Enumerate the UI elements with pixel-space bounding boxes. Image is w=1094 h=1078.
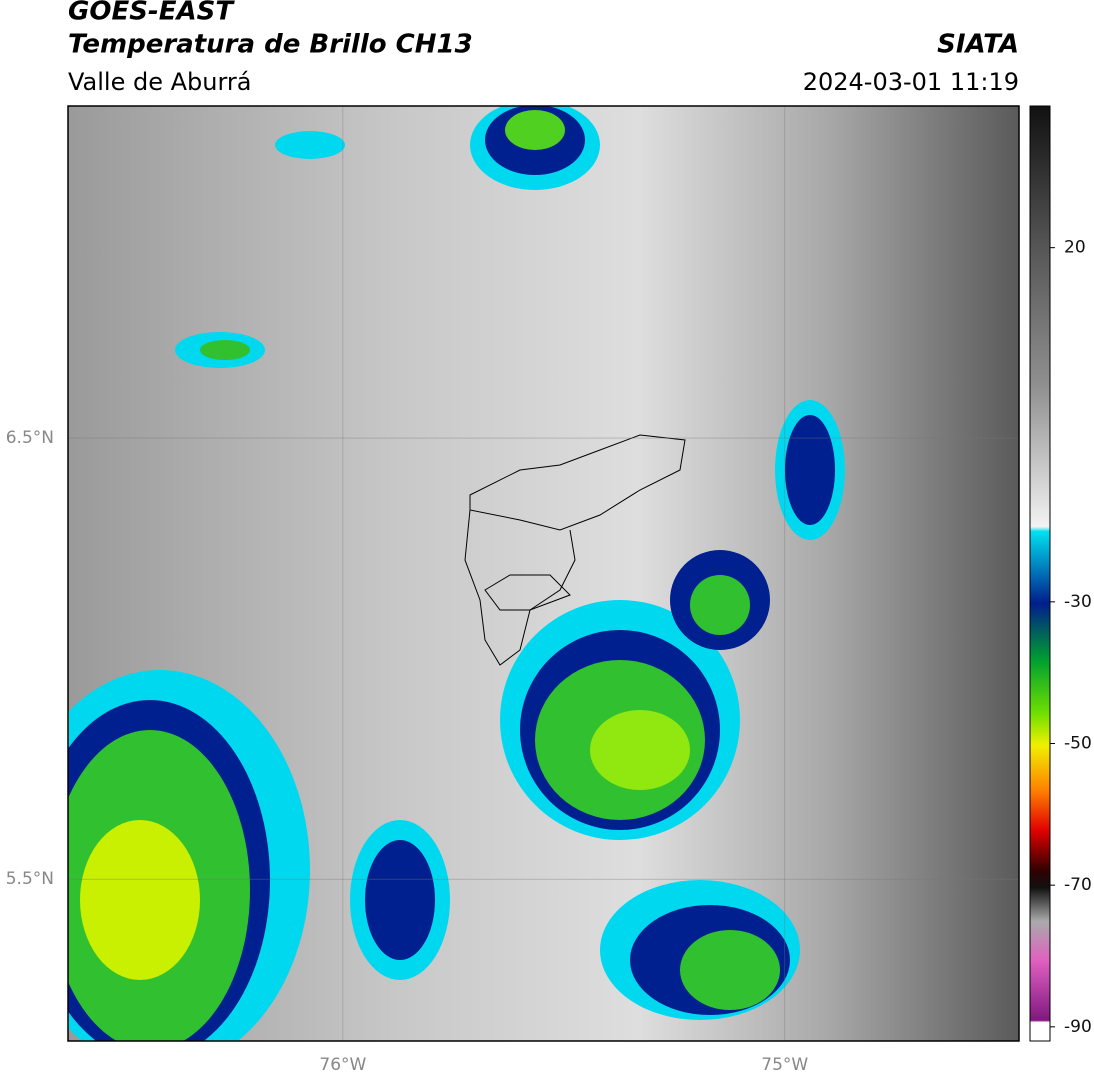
colorbar-tick-label: -30 [1064,592,1092,612]
region: Valle de Aburrá [68,68,252,96]
boundaries [464,434,686,666]
x-tick-label: 76°W [319,1055,366,1075]
x-tick-label: 75°W [761,1055,808,1075]
graticule [68,106,1019,1041]
title: GOES-EAST [68,0,235,27]
y-tick-label: 5.5°N [6,869,54,889]
map-frame [67,105,1020,1042]
colorbar-tick-label: -70 [1064,875,1092,895]
colorbar-tick-label: -50 [1064,734,1092,754]
y-tick-label: 6.5°N [6,428,54,448]
cloud-cold [68,106,845,1041]
satellite-image [68,106,1019,1041]
source: SIATA [937,30,1019,60]
colorbar-tick-label: 20 [1064,238,1086,258]
datetime: 2024-03-01 11:19 [803,68,1019,96]
colorbar-tick-label: -90 [1064,1017,1092,1037]
colorbar [1029,105,1051,1042]
subtitle: Temperatura de Brillo CH13 [68,30,473,60]
